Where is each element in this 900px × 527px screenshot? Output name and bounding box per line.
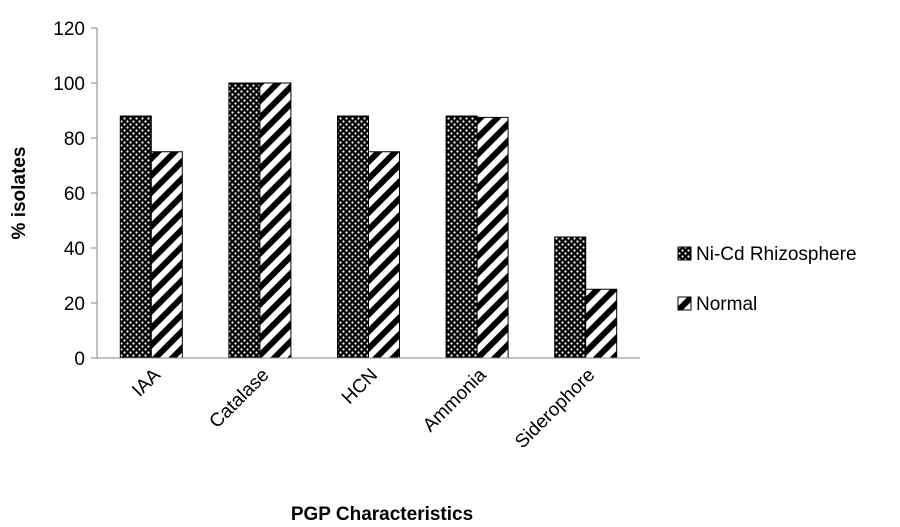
bar-normal-ammonia <box>476 116 509 359</box>
y-tick-label: 0 <box>74 349 85 370</box>
x-tick-label: HCN <box>338 365 382 409</box>
x-tick-label: Catalase <box>206 365 274 433</box>
bar-normal-hcn <box>368 151 400 359</box>
legend-label: Normal <box>696 294 757 315</box>
y-axis-ticks: 0 20 40 60 80 100 120 <box>53 19 97 370</box>
bars-group <box>119 82 618 359</box>
bar-normal-iaa <box>150 151 183 359</box>
legend-label: Ni-Cd Rhizosphere <box>696 244 857 265</box>
bar-normal-siderophore <box>585 288 618 359</box>
legend: Ni-Cd Rhizosphere Normal <box>677 244 857 315</box>
legend-swatch <box>677 246 692 261</box>
x-axis-ticks: IAA Catalase HCN Ammonia Siderophore <box>128 364 599 452</box>
legend-swatch <box>677 296 692 311</box>
bar-ni-cd-rhizosphere-ammonia <box>445 115 478 359</box>
bar-normal-catalase <box>259 82 292 359</box>
y-tick-label: 80 <box>64 129 85 150</box>
bar-ni-cd-rhizosphere-hcn <box>337 115 369 359</box>
bar-ni-cd-rhizosphere-catalase <box>228 82 261 359</box>
y-tick-label: 60 <box>64 184 85 205</box>
y-tick-label: 20 <box>64 294 85 315</box>
x-tick-label: IAA <box>128 364 165 401</box>
y-tick-label: 100 <box>53 74 85 95</box>
x-axis-title: PGP Characteristics <box>291 504 473 525</box>
y-tick-label: 120 <box>53 19 85 40</box>
bar-ni-cd-rhizosphere-siderophore <box>554 236 587 359</box>
y-axis-title: % isolates <box>9 147 30 240</box>
bar-ni-cd-rhizosphere-iaa <box>119 115 152 359</box>
y-tick-label: 40 <box>64 239 85 260</box>
x-tick-label: Ammonia <box>419 364 491 436</box>
x-tick-label: Siderophore <box>511 365 599 453</box>
